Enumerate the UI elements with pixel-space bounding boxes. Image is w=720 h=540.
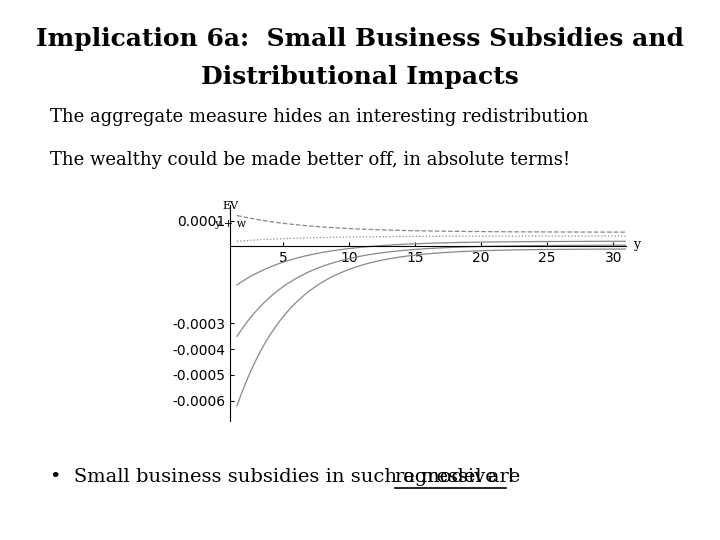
Text: The wealthy could be made better off, in absolute terms!: The wealthy could be made better off, in… — [50, 151, 571, 169]
Text: The aggregate measure hides an interesting redistribution: The aggregate measure hides an interesti… — [50, 108, 589, 126]
Text: regressive: regressive — [395, 468, 498, 486]
Text: y: y — [633, 238, 640, 251]
Text: •  Small business subsidies in such a model are: • Small business subsidies in such a mod… — [50, 468, 527, 486]
Text: !: ! — [506, 468, 514, 486]
Text: EV: EV — [222, 201, 238, 211]
Text: Distributional Impacts: Distributional Impacts — [201, 65, 519, 89]
Text: y + w: y + w — [215, 219, 246, 228]
Text: Implication 6a:  Small Business Subsidies and: Implication 6a: Small Business Subsidies… — [36, 27, 684, 51]
